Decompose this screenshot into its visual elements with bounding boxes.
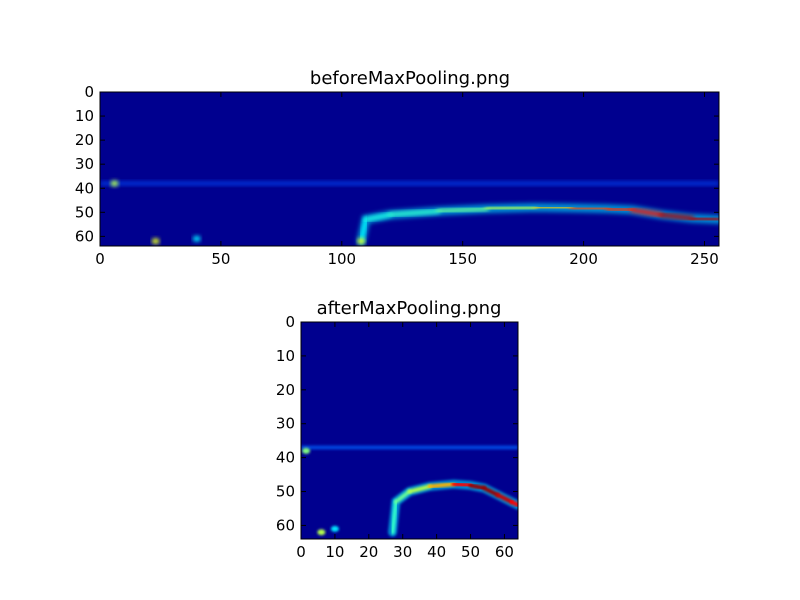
heatmap-band [100,181,719,186]
y-tick-label: 50 [75,203,94,221]
y-ticks-after: 0 10 20 30 40 50 60 [276,313,518,534]
heatmap-arc-segment [495,492,514,504]
y-tick-label: 40 [276,449,295,467]
heatmap-band [301,445,518,450]
heatmap-arc-segment [427,482,456,489]
y-tick-label: 60 [276,516,295,534]
heatmap-spot [151,238,160,245]
heatmap-arc-segment [388,209,441,217]
plot-frame-before [99,91,720,247]
heatmap-spot [357,238,366,245]
heatmap-arc-segment [393,489,412,504]
heatmap-before [100,92,719,246]
heatmap-arc-segment [468,483,487,491]
heatmap-arc-segment [436,206,489,214]
heatmap-arc-segment [482,486,500,497]
y-tick-label: 0 [285,313,295,331]
heatmap-arc-segment [629,207,663,217]
x-tick-label: 100 [327,250,356,268]
y-tick-label: 10 [75,107,94,125]
heatmap-spot [302,447,311,454]
x-tick-label: 200 [569,250,598,268]
y-tick-label: 0 [84,83,94,101]
x-tick-label: 50 [461,543,480,561]
y-tick-label: 10 [276,347,295,365]
y-tick-label: 30 [276,415,295,433]
heatmap-arc-segment [390,499,398,535]
x-tick-label: 0 [296,543,306,561]
heatmap-arc-segment [451,482,473,488]
x-ticks-before: 0 50 100 150 200 250 [95,92,719,268]
heatmap-arc-segment [407,484,432,494]
chart-title-after: afterMaxPooling.png [317,298,502,319]
heatmap-arc-segment [363,212,393,222]
x-tick-label: 250 [690,250,719,268]
y-ticks-before: 0 10 20 30 40 50 60 [75,83,719,245]
x-tick-label: 10 [325,543,344,561]
chart-title-before: beforeMaxPooling.png [310,68,510,89]
y-tick-label: 20 [75,131,94,149]
heatmap-arc-segment [484,205,538,211]
heatmap-arc-segment [569,205,610,211]
heatmap-arc-segment [605,206,634,212]
y-tick-label: 50 [276,483,295,501]
chart-after: afterMaxPooling.png 0 10 20 30 40 50 60 0 10 20 3… [276,298,519,561]
heatmap-after [301,322,518,539]
heatmap-spot [192,235,201,242]
x-tick-label: 60 [495,543,514,561]
heatmap-arc-segment [658,212,695,221]
heatmap-spot [110,180,119,187]
heatmap-spot [330,525,339,532]
x-tick-label: 50 [211,250,230,268]
x-tick-label: 0 [95,250,105,268]
x-tick-label: 40 [427,543,446,561]
x-tick-label: 30 [393,543,412,561]
x-ticks-after: 0 10 20 30 40 50 60 [296,322,514,561]
heatmap-arc-segment [509,499,518,508]
y-tick-label: 30 [75,155,94,173]
chart-before: beforeMaxPooling.png 0 50 100 150 200 250 0 10… [75,68,720,268]
heatmap-background [100,92,719,246]
heatmap-spot [317,529,326,536]
y-tick-label: 40 [75,179,94,197]
heatmap-background [301,322,518,539]
x-tick-label: 150 [448,250,477,268]
heatmap-arc-segment [359,217,368,244]
plot-frame-after [300,321,519,540]
x-tick-label: 20 [359,543,378,561]
heatmap-arc-segment [690,216,719,222]
y-tick-label: 20 [276,381,295,399]
y-tick-label: 60 [75,227,94,245]
